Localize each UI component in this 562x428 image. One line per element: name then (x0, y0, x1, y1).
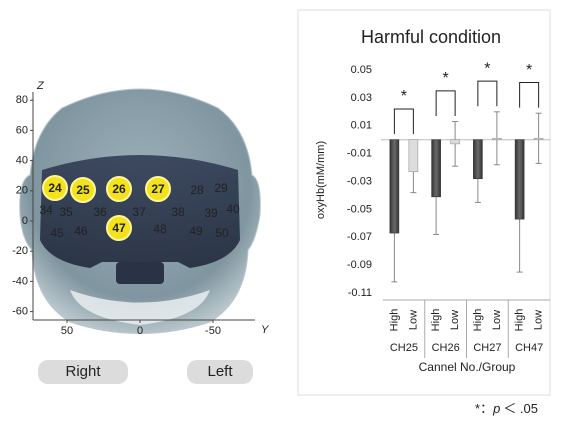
chart-frame (298, 10, 550, 395)
figure: Z Y Harmful condition oxyHb(mM/mm) Canne… (0, 0, 562, 423)
y-tick-label: -0.07 (347, 231, 372, 243)
y-tick-label: -0.01 (347, 148, 372, 160)
x-axis-title: Cannel No./Group (419, 360, 516, 374)
bar (534, 138, 543, 139)
note-prefix: *： (475, 401, 493, 416)
group-label: Low (449, 310, 461, 330)
channel-label: 28 (190, 183, 204, 197)
bar (409, 140, 418, 172)
significance-bracket (436, 91, 455, 116)
z-tick-label: -60 (12, 306, 28, 318)
z-tick-label: -20 (12, 245, 28, 257)
z-axis-label: Z (36, 80, 45, 92)
significance-label: * (526, 62, 532, 79)
channel-label: 49 (189, 224, 203, 238)
channel-label: 36 (93, 205, 107, 219)
y-tick-label: -0.03 (347, 175, 372, 187)
significance-label: * (443, 70, 449, 87)
significance-bracket (478, 81, 497, 106)
y-tick-label: 0.03 (351, 92, 372, 104)
z-tick-label: 0 (22, 215, 28, 227)
view-button-label: Left (207, 363, 233, 380)
z-tick-label: 20 (16, 185, 28, 197)
y-tick-label: -0.09 (347, 259, 372, 271)
channel-label: 50 (215, 226, 229, 240)
channel-label: 26 (112, 182, 126, 196)
bar (473, 140, 482, 179)
group-label: High (472, 309, 484, 332)
note-suffix: ＜ .05 (503, 401, 538, 416)
group-label: High (388, 309, 400, 332)
significance-label: * (401, 88, 407, 105)
z-tick-label: 80 (16, 94, 28, 106)
group-label: Low (533, 310, 545, 330)
y-tick-label: 50 (61, 325, 73, 337)
channel-label: 38 (171, 205, 185, 219)
x-tick-label: CH27 (473, 342, 501, 354)
bar (492, 138, 501, 139)
bar (432, 140, 441, 197)
significance-bracket (394, 109, 413, 134)
channel-label: 24 (48, 181, 62, 195)
y-tick-label: 0.05 (351, 64, 372, 76)
y-axis-title: oxyHb(mM/mm) (315, 141, 327, 219)
channel-label: 45 (50, 226, 64, 240)
channel-label: 34 (39, 203, 53, 217)
z-tick-label: -40 (12, 275, 28, 287)
significance-label: * (484, 60, 490, 77)
y-tick-label: 0 (137, 325, 143, 337)
y-tick-label: -50 (205, 325, 221, 337)
y-tick-label: -0.11 (348, 287, 372, 299)
group-label: Low (491, 310, 503, 330)
x-tick-label: CH25 (390, 342, 418, 354)
z-tick-label: 60 (16, 124, 28, 136)
x-tick-label: CH47 (515, 342, 543, 354)
significance-bracket (520, 83, 539, 108)
y-tick-label: -0.05 (347, 203, 372, 215)
bar (390, 140, 399, 233)
chart-title: Harmful condition (361, 27, 501, 47)
y-axis-label: Y (261, 324, 269, 336)
channel-label: 25 (76, 183, 90, 197)
bar (451, 140, 460, 144)
y-tick-label: 0.01 (351, 120, 372, 132)
group-label: Low (407, 310, 419, 330)
view-button-label: Right (65, 363, 101, 380)
note-italic: p (492, 401, 500, 416)
channel-label: 46 (74, 224, 88, 238)
z-tick-label: 40 (16, 155, 28, 167)
channel-label: 35 (59, 205, 73, 219)
significance-note: *：p＜ .05 (475, 401, 538, 416)
channel-label: 48 (153, 222, 167, 236)
channel-label: 27 (151, 182, 165, 196)
channel-label: 47 (112, 221, 126, 235)
group-label: High (514, 309, 526, 332)
channel-label: 40 (226, 202, 240, 216)
x-tick-label: CH26 (432, 342, 460, 354)
group-label: High (430, 309, 442, 332)
channel-label: 37 (132, 205, 146, 219)
channel-label: 39 (204, 206, 218, 220)
channel-label: 29 (214, 181, 228, 195)
bar (515, 140, 524, 219)
